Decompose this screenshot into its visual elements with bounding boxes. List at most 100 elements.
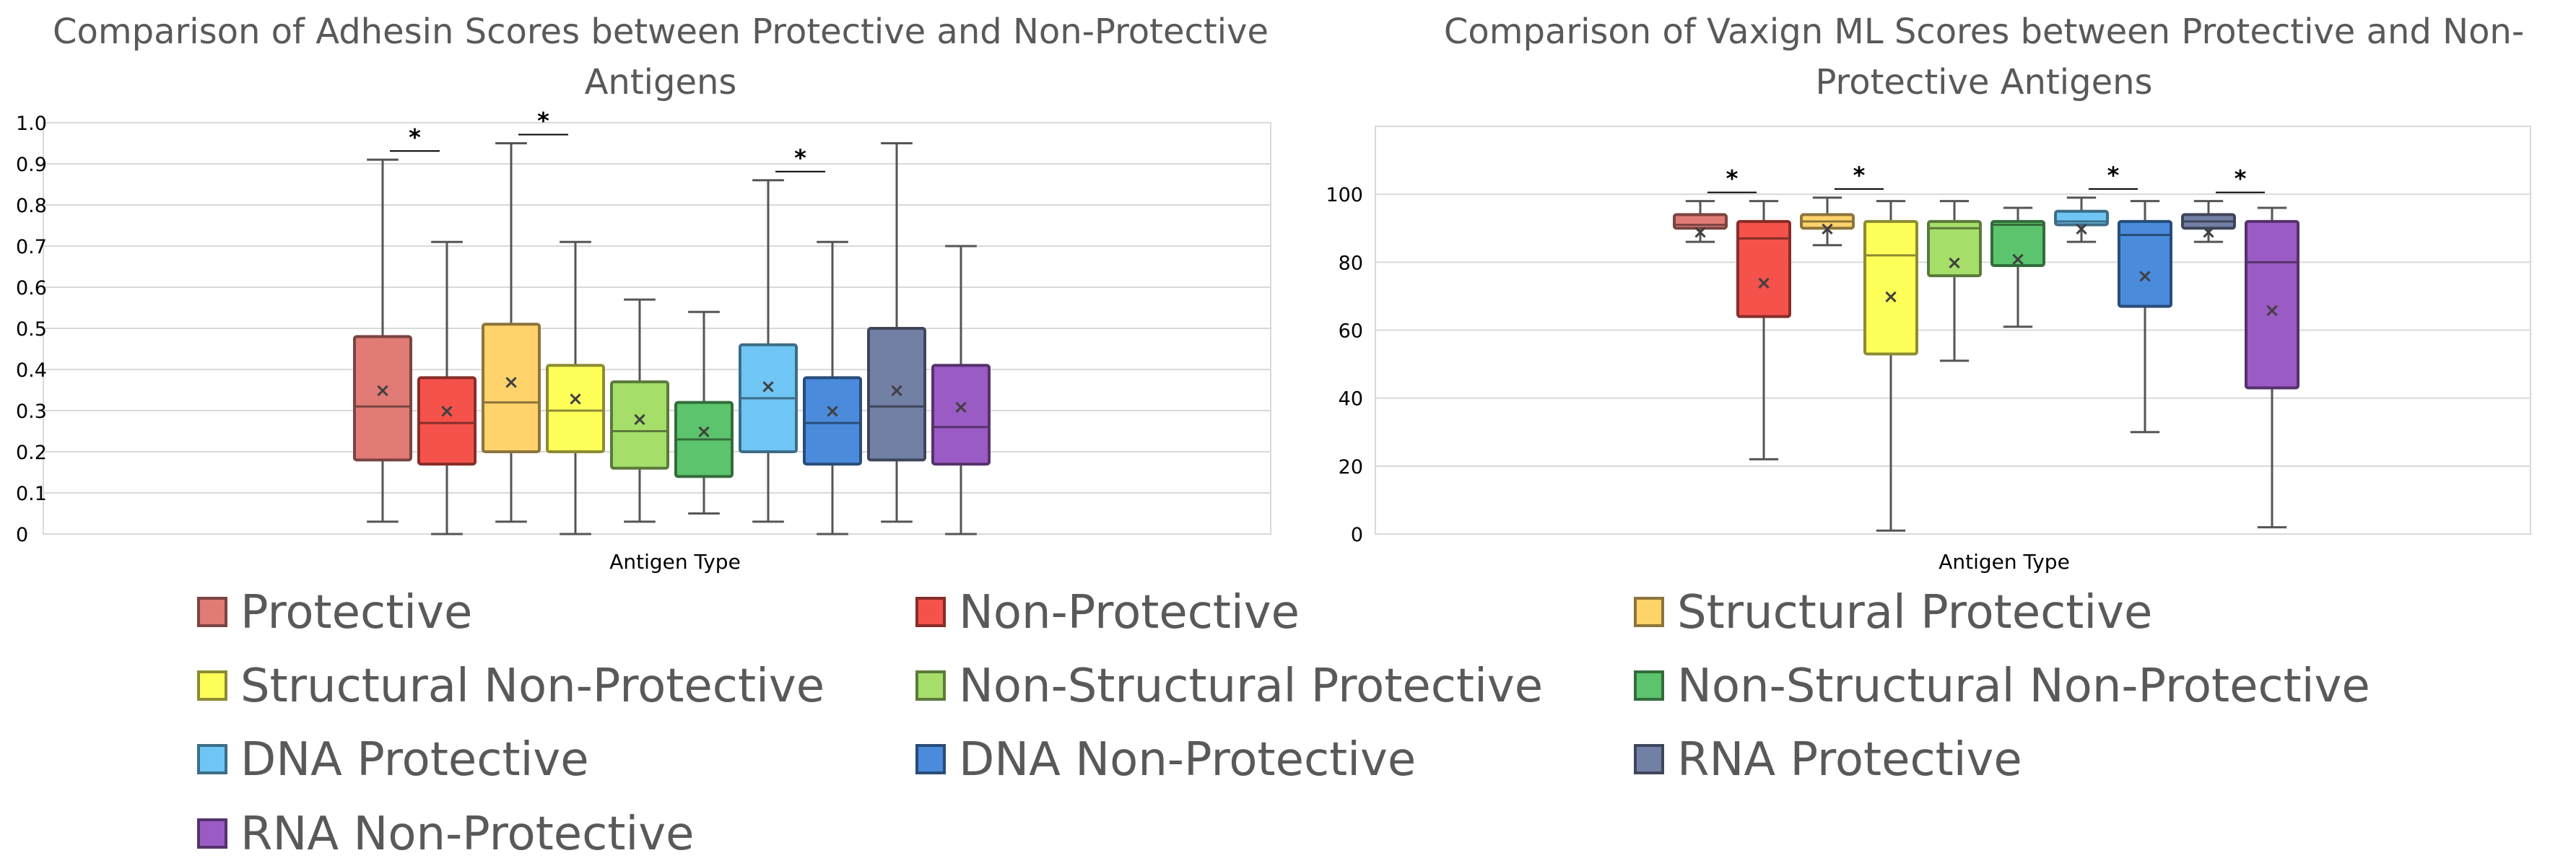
y-tick-label: 40 bbox=[1339, 388, 1363, 411]
significance-bracket: * bbox=[775, 144, 825, 172]
mean-marker: × bbox=[567, 388, 583, 410]
box-non-protective: × bbox=[1736, 200, 1791, 460]
iqr-box bbox=[803, 376, 862, 466]
mean-marker: × bbox=[2201, 222, 2216, 243]
iqr-box bbox=[867, 327, 926, 462]
significance-star: * bbox=[2235, 165, 2247, 193]
y-tick-label: 0 bbox=[16, 524, 28, 546]
iqr-box bbox=[1990, 219, 2045, 268]
y-tick-label: 0.8 bbox=[16, 195, 47, 217]
significance-star: * bbox=[2107, 162, 2120, 189]
y-tick-label: 0.3 bbox=[16, 401, 47, 423]
y-tick-label: 100 bbox=[1326, 184, 1363, 206]
legend-swatch bbox=[915, 597, 946, 627]
significance-bracket: * bbox=[518, 108, 568, 136]
box-structural-non-protective: × bbox=[1863, 200, 1918, 532]
box-non-protective: × bbox=[417, 240, 477, 535]
legend-label: Non-Protective bbox=[959, 586, 1300, 639]
significance-star: * bbox=[1726, 165, 1739, 193]
legend-item-non-structural-protective: Non-Structural Protective bbox=[915, 660, 1543, 713]
legend-item-structural-protective: Structural Protective bbox=[1634, 586, 2152, 639]
iqr-box bbox=[1927, 219, 1982, 278]
mean-marker: × bbox=[1756, 273, 1772, 294]
box-structural-protective: × bbox=[482, 142, 541, 523]
legend-swatch bbox=[1634, 670, 1664, 701]
chart-title-line-1: Comparison of Vaxign ML Scores between P… bbox=[1444, 12, 2524, 52]
legend-label: Non-Structural Protective bbox=[959, 660, 1543, 713]
legend-item-non-protective: Non-Protective bbox=[915, 586, 1300, 639]
significance-star: * bbox=[537, 108, 549, 135]
legend-item-dna-protective: DNA Protective bbox=[197, 733, 589, 787]
mean-marker: × bbox=[1692, 222, 1708, 243]
iqr-box bbox=[2118, 219, 2172, 308]
x-axis-label: Antigen Type bbox=[609, 550, 741, 574]
mean-marker: × bbox=[2137, 266, 2153, 287]
legend-swatch bbox=[197, 670, 227, 701]
mean-marker: × bbox=[375, 380, 391, 402]
iqr-box bbox=[931, 364, 991, 466]
mean-marker: × bbox=[1883, 286, 1899, 307]
legend-label: Structural Non-Protective bbox=[240, 660, 824, 713]
significance-bracket: * bbox=[390, 123, 440, 152]
legend-item-dna-non-protective: DNA Non-Protective bbox=[915, 733, 1416, 787]
mean-marker: × bbox=[503, 372, 519, 393]
iqr-box bbox=[1736, 219, 1791, 318]
y-tick-label: 0.2 bbox=[16, 442, 47, 464]
mean-marker: × bbox=[439, 401, 455, 422]
mean-marker: × bbox=[2010, 249, 2026, 271]
legend-label: RNA Non-Protective bbox=[240, 808, 694, 861]
legend-label: RNA Protective bbox=[1677, 733, 2022, 787]
significance-bracket: * bbox=[2216, 165, 2265, 193]
chart-title-line-2: Protective Antigens bbox=[1815, 62, 2152, 102]
box-non-structural-non-protective: × bbox=[674, 310, 734, 515]
box-structural-protective: × bbox=[1800, 196, 1855, 247]
mean-marker: × bbox=[2074, 218, 2089, 240]
iqr-box bbox=[417, 376, 477, 466]
mean-marker: × bbox=[1946, 252, 1962, 274]
legend-swatch bbox=[197, 597, 227, 627]
mean-marker: × bbox=[824, 401, 840, 422]
x-axis-label: Antigen Type bbox=[1938, 550, 2070, 574]
legend-item-rna-protective: RNA Protective bbox=[1634, 733, 2022, 787]
legend-swatch bbox=[1634, 597, 1664, 627]
box-dna-non-protective: × bbox=[2118, 200, 2172, 434]
legend-item-protective: Protective bbox=[197, 586, 472, 639]
chart-title-line-2: Antigens bbox=[585, 62, 737, 102]
legend-label: Non-Structural Non-Protective bbox=[1677, 660, 2370, 713]
y-tick-label: 0.5 bbox=[16, 318, 47, 341]
significance-star: * bbox=[1853, 162, 1866, 189]
mean-marker: × bbox=[632, 408, 648, 430]
significance-bracket: * bbox=[2089, 162, 2138, 190]
iqr-box bbox=[353, 335, 412, 462]
mean-marker: × bbox=[1819, 218, 1835, 240]
legend-swatch bbox=[197, 818, 227, 849]
iqr-box bbox=[482, 323, 541, 453]
mean-marker: × bbox=[889, 380, 905, 402]
legend-swatch bbox=[915, 744, 946, 774]
significance-bracket: * bbox=[1835, 162, 1884, 190]
box-rna-protective: × bbox=[867, 142, 926, 523]
mean-marker: × bbox=[953, 396, 969, 418]
box-non-structural-protective: × bbox=[610, 298, 669, 523]
iqr-box bbox=[546, 364, 605, 453]
legend: Protective Non-Protective Structural Prote… bbox=[197, 586, 2370, 861]
y-tick-label: 0 bbox=[1351, 524, 1363, 546]
legend-label: DNA Non-Protective bbox=[959, 733, 1416, 787]
adhesin-chart: Comparison of Adhesin Scores between Pro… bbox=[16, 12, 1271, 574]
significance-star: * bbox=[409, 123, 421, 151]
box-protective: × bbox=[353, 158, 412, 523]
box-non-structural-protective: × bbox=[1927, 200, 1982, 362]
mean-marker: × bbox=[2264, 299, 2280, 321]
box-non-structural-non-protective: × bbox=[1990, 206, 2045, 328]
y-tick-label: 80 bbox=[1339, 252, 1363, 274]
y-tick-label: 60 bbox=[1339, 320, 1363, 343]
y-tick-label: 20 bbox=[1339, 456, 1363, 478]
legend-swatch bbox=[197, 744, 227, 774]
legend-item-non-structural-non-protective: Non-Structural Non-Protective bbox=[1634, 660, 2370, 713]
significance-bracket: * bbox=[1707, 165, 1757, 193]
legend-swatch bbox=[1634, 744, 1664, 774]
box-dna-non-protective: × bbox=[803, 240, 862, 535]
y-tick-label: 0.6 bbox=[16, 277, 47, 299]
legend-label: Protective bbox=[240, 586, 472, 639]
